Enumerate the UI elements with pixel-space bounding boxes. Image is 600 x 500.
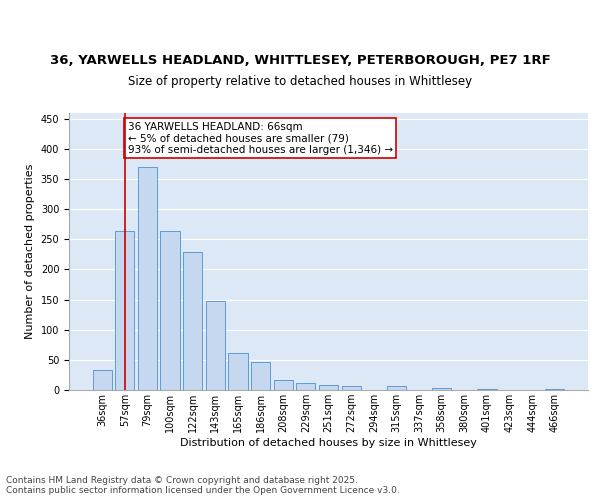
Y-axis label: Number of detached properties: Number of detached properties bbox=[25, 164, 35, 339]
X-axis label: Distribution of detached houses by size in Whittlesey: Distribution of detached houses by size … bbox=[180, 438, 477, 448]
Text: 36, YARWELLS HEADLAND, WHITTLESEY, PETERBOROUGH, PE7 1RF: 36, YARWELLS HEADLAND, WHITTLESEY, PETER… bbox=[50, 54, 550, 68]
Bar bbox=[545, 389, 565, 390]
Bar bbox=[138, 167, 157, 390]
Bar bbox=[92, 370, 112, 390]
Bar bbox=[296, 384, 316, 390]
Bar bbox=[432, 388, 451, 390]
Bar bbox=[251, 362, 270, 390]
Text: Contains HM Land Registry data © Crown copyright and database right 2025.
Contai: Contains HM Land Registry data © Crown c… bbox=[6, 476, 400, 495]
Text: 36 YARWELLS HEADLAND: 66sqm
← 5% of detached houses are smaller (79)
93% of semi: 36 YARWELLS HEADLAND: 66sqm ← 5% of deta… bbox=[128, 122, 392, 154]
Bar bbox=[183, 252, 202, 390]
Bar bbox=[319, 384, 338, 390]
Bar bbox=[341, 386, 361, 390]
Bar bbox=[229, 352, 248, 390]
Bar bbox=[387, 386, 406, 390]
Bar bbox=[115, 232, 134, 390]
Bar bbox=[274, 380, 293, 390]
Bar bbox=[206, 300, 225, 390]
Bar bbox=[477, 389, 497, 390]
Bar bbox=[160, 232, 180, 390]
Text: Size of property relative to detached houses in Whittlesey: Size of property relative to detached ho… bbox=[128, 74, 472, 88]
